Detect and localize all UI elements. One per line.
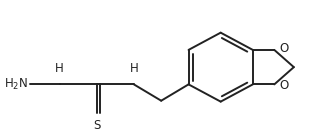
Text: H$_2$N: H$_2$N xyxy=(4,77,29,92)
Text: H: H xyxy=(55,62,64,75)
Text: H: H xyxy=(129,62,138,75)
Text: O: O xyxy=(279,43,289,55)
Text: O: O xyxy=(279,79,289,92)
Text: S: S xyxy=(93,119,101,132)
